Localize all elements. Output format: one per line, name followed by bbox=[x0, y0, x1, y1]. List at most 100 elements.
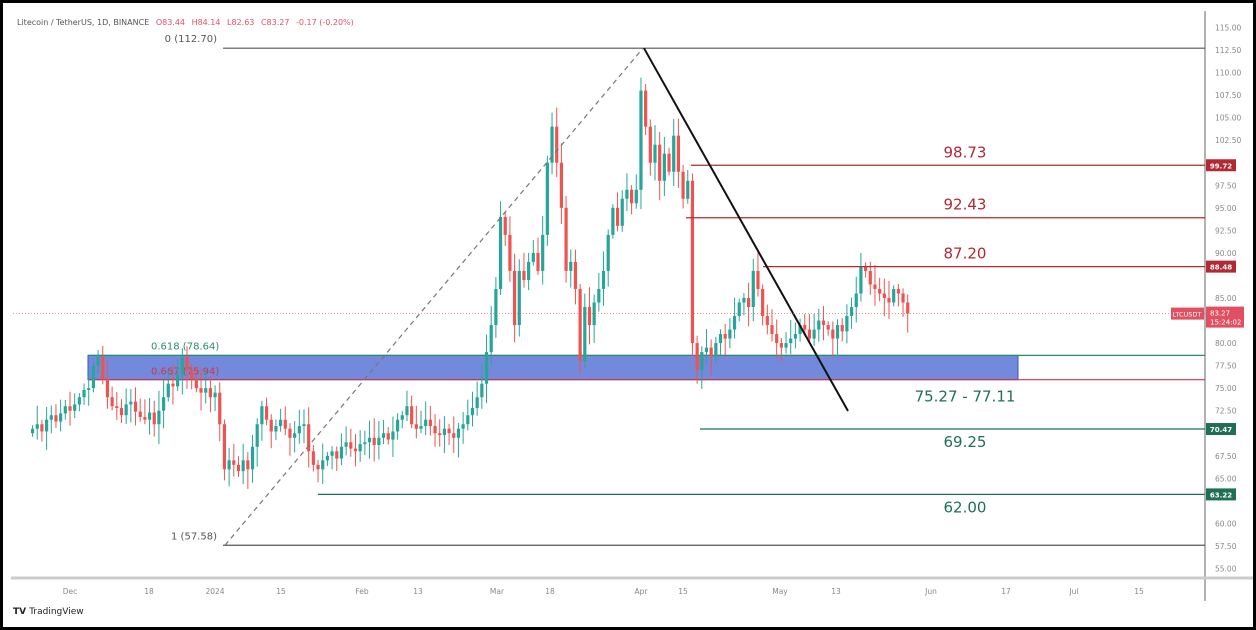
candle-body bbox=[901, 293, 905, 303]
candle-body bbox=[115, 406, 119, 409]
tradingview-logo[interactable]: TV TradingView bbox=[13, 607, 84, 617]
candle-body bbox=[756, 270, 760, 289]
candle-body bbox=[438, 433, 442, 436]
y-tick-label: 85.00 bbox=[1215, 294, 1237, 303]
candle-body bbox=[644, 90, 648, 127]
candle-body bbox=[550, 126, 554, 163]
candle-body bbox=[143, 417, 147, 420]
candle-body bbox=[208, 388, 212, 398]
candle-body bbox=[410, 406, 414, 425]
candle-body bbox=[508, 234, 512, 271]
candle-body bbox=[40, 424, 44, 432]
x-tick-label: Feb bbox=[355, 587, 369, 596]
candle-body bbox=[676, 135, 680, 172]
candle-body bbox=[573, 261, 578, 289]
fib-trend-dashed-line bbox=[224, 47, 644, 546]
candle-body bbox=[204, 388, 208, 393]
candle-body bbox=[405, 406, 409, 416]
candle-body bbox=[293, 433, 297, 438]
x-tick-label: 13 bbox=[413, 587, 423, 596]
candle-body bbox=[658, 144, 662, 181]
last-price-tag bbox=[1206, 306, 1244, 328]
y-tick-label: 95.00 bbox=[1215, 204, 1237, 213]
candle-body bbox=[821, 320, 826, 326]
candle-body bbox=[68, 406, 72, 411]
candle-body bbox=[545, 162, 549, 235]
candle-body bbox=[812, 329, 816, 339]
candle-body bbox=[672, 135, 676, 172]
candle-body bbox=[45, 419, 49, 432]
candle-body bbox=[747, 297, 751, 308]
fib-level-label: 0 (112.70) bbox=[165, 34, 217, 45]
ohlc-change: -0.17 (-0.20%) bbox=[295, 18, 354, 27]
y-tick-label: 57.50 bbox=[1215, 542, 1237, 551]
price-tag-label: 63.22 bbox=[1210, 491, 1232, 499]
y-tick-label: 115.00 bbox=[1215, 23, 1241, 32]
candle-body bbox=[770, 325, 774, 335]
y-tick-label: 97.50 bbox=[1215, 181, 1237, 190]
candle-body bbox=[321, 460, 325, 470]
candle-body bbox=[260, 406, 264, 425]
candle-body bbox=[283, 419, 287, 429]
candle-body bbox=[653, 144, 657, 163]
candle-body bbox=[732, 316, 737, 330]
candle-body bbox=[798, 325, 802, 335]
candle-body bbox=[630, 189, 634, 204]
candle-body bbox=[625, 189, 629, 199]
candle-body bbox=[180, 356, 184, 375]
candle-body bbox=[147, 412, 152, 420]
candle-body bbox=[274, 426, 278, 432]
x-tick-label: 17 bbox=[1001, 587, 1011, 596]
candle-body bbox=[222, 424, 227, 470]
candle-body bbox=[367, 437, 372, 443]
candle-body bbox=[517, 270, 521, 326]
candle-body bbox=[447, 428, 451, 434]
candle-body bbox=[648, 126, 652, 163]
candle-body bbox=[358, 444, 362, 452]
candle-body bbox=[849, 307, 854, 317]
candle-body bbox=[466, 415, 470, 425]
candle-body bbox=[527, 261, 531, 280]
candle-body bbox=[718, 334, 723, 344]
candle-body bbox=[77, 397, 81, 405]
candle-body bbox=[302, 424, 306, 427]
candle-body bbox=[419, 426, 423, 429]
price-chart[interactable]: 115.00 112.50 110.00 107.50 105.00 102.50 97.5… bbox=[3, 3, 1253, 627]
candle-body bbox=[391, 431, 395, 440]
candle-body bbox=[667, 153, 671, 172]
candle-body bbox=[414, 424, 418, 429]
x-tick-label: May bbox=[772, 587, 788, 596]
candle-body bbox=[601, 270, 606, 289]
candle-body bbox=[873, 284, 877, 289]
price-tag bbox=[1206, 488, 1236, 501]
candle-body bbox=[91, 365, 95, 389]
x-tick-label: 18 bbox=[144, 587, 154, 596]
x-tick-label: Jul bbox=[1068, 587, 1078, 596]
candle-body bbox=[896, 288, 900, 294]
candle-body bbox=[330, 451, 334, 456]
ohlc-high: H84.14 bbox=[191, 18, 221, 27]
candle-body bbox=[498, 216, 503, 289]
x-tick-label: 2024 bbox=[205, 587, 224, 596]
candle-body bbox=[489, 325, 493, 353]
candle-body bbox=[859, 266, 863, 294]
y-tick-label: 75.00 bbox=[1215, 384, 1237, 393]
candle-body bbox=[442, 428, 446, 436]
candle-body bbox=[325, 455, 329, 461]
x-tick-label: Mar bbox=[490, 587, 505, 596]
candle-body bbox=[381, 433, 386, 438]
last-price-label: 83.27 bbox=[1210, 310, 1230, 318]
candle-body bbox=[835, 325, 840, 339]
candle-body bbox=[433, 426, 437, 434]
candle-body bbox=[751, 270, 755, 308]
ohlc-close: C83.27 bbox=[260, 18, 290, 27]
tv-logo-icon: TV bbox=[13, 607, 30, 617]
candle-body bbox=[606, 234, 610, 271]
candle-body bbox=[307, 424, 311, 452]
candle-body bbox=[246, 460, 250, 470]
candle-body bbox=[779, 343, 783, 348]
candle-body bbox=[864, 266, 868, 271]
candle-body bbox=[129, 401, 133, 405]
candle-body bbox=[344, 442, 348, 447]
